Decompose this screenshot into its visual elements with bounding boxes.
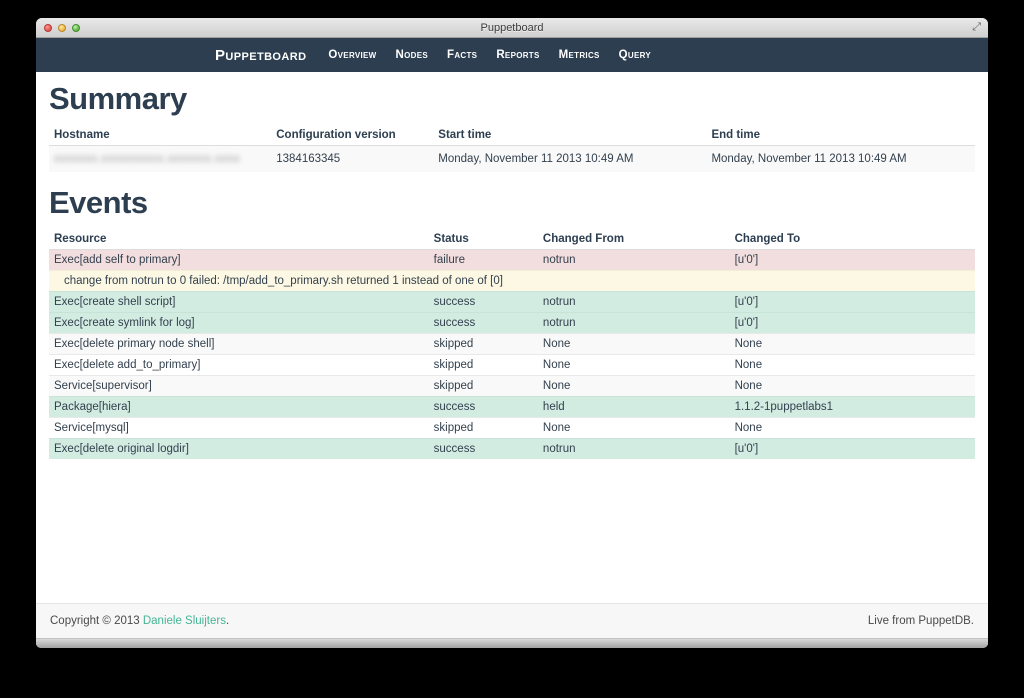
- nav-item-reports[interactable]: Reports: [496, 49, 540, 61]
- event-row: Exec[delete add_to_primary] skipped None No…: [49, 354, 975, 376]
- event-failure-message: change from notrun to 0 failed: /tmp/add…: [49, 270, 975, 292]
- nav-item-nodes[interactable]: Nodes: [395, 49, 429, 61]
- copyright-prefix: Copyright © 2013: [50, 615, 143, 627]
- resize-grip-icon[interactable]: ⤢: [972, 21, 981, 33]
- events-header-row: Resource Status Changed From Changed To: [49, 229, 975, 250]
- event-message-row: change from notrun to 0 failed: /tmp/add…: [49, 270, 975, 292]
- event-status: failure: [428, 249, 538, 271]
- nav-item-metrics[interactable]: Metrics: [558, 49, 600, 61]
- events-heading: Events: [49, 185, 148, 220]
- summary-col-start-time: Start time: [433, 125, 707, 146]
- event-changed-from: notrun: [537, 291, 730, 313]
- event-row: Package[hiera] success held 1.1.2-1puppetla…: [49, 396, 975, 418]
- summary-heading: Summary: [49, 81, 187, 116]
- redacted-hostname: xxxxxxx.xxxxxxxxxx.xxxxxxx.xxxx: [54, 153, 241, 165]
- close-window-button[interactable]: [44, 24, 52, 32]
- event-resource: Exec[add self to primary]: [49, 249, 429, 271]
- window-bottom-chrome: [36, 638, 988, 648]
- event-changed-to: None: [729, 333, 975, 355]
- event-changed-from: None: [537, 333, 730, 355]
- nav-item-facts[interactable]: Facts: [447, 49, 478, 61]
- event-changed-to: [u'0']: [729, 249, 975, 271]
- summary-config-version: 1384163345: [271, 145, 434, 172]
- event-resource: Service[supervisor]: [49, 375, 429, 397]
- nav-item-query[interactable]: Query: [618, 49, 652, 61]
- copyright-suffix: .: [225, 615, 230, 627]
- events-col-changed-to: Changed To: [729, 229, 975, 250]
- event-resource: Exec[delete original logdir]: [49, 438, 429, 459]
- page-content: Summary Hostname Configuration version S…: [36, 72, 988, 603]
- event-changed-to: 1.1.2-1puppetlabs1: [729, 396, 975, 418]
- event-row: Exec[delete original logdir] success notru…: [49, 438, 975, 459]
- event-status: skipped: [428, 375, 538, 397]
- summary-header-row: Hostname Configuration version Start tim…: [49, 125, 975, 146]
- page-footer: Copyright © 2013 Daniele Sluijters. Live…: [36, 603, 988, 638]
- summary-end-time: Monday, November 11 2013 10:49 AM: [706, 145, 975, 172]
- event-changed-to: None: [729, 417, 975, 439]
- event-status: skipped: [428, 354, 538, 376]
- events-col-resource: Resource: [49, 229, 429, 250]
- event-changed-to: [u'0']: [729, 438, 975, 459]
- window-title: Puppetboard: [480, 21, 544, 34]
- event-row: Exec[create symlink for log] success notru…: [49, 312, 975, 334]
- event-row: Exec[add self to primary] failure notrun [u…: [49, 249, 975, 271]
- event-changed-from: None: [537, 417, 730, 439]
- event-status: success: [428, 396, 538, 418]
- event-changed-to: None: [729, 354, 975, 376]
- event-changed-from: notrun: [537, 438, 730, 459]
- navbar: Puppetboard Overview Nodes Facts Reports Met…: [36, 38, 988, 72]
- summary-start-time: Monday, November 11 2013 10:49 AM: [433, 145, 707, 172]
- event-resource: Package[hiera]: [49, 396, 429, 418]
- author-link[interactable]: Daniele Sluijters: [142, 615, 226, 627]
- event-changed-from: None: [537, 375, 730, 397]
- event-changed-from: held: [537, 396, 730, 418]
- summary-row: xxxxxxx.xxxxxxxxxx.xxxxxxx.xxxx 13841633…: [49, 145, 975, 172]
- event-status: success: [428, 438, 538, 459]
- event-status: skipped: [428, 417, 538, 439]
- events-table: Resource Status Changed From Changed To …: [49, 229, 975, 459]
- summary-col-config-version: Configuration version: [271, 125, 434, 146]
- event-resource: Exec[create shell script]: [49, 291, 429, 313]
- events-col-changed-from: Changed From: [537, 229, 730, 250]
- event-status: skipped: [428, 333, 538, 355]
- event-status: success: [428, 291, 538, 313]
- events-col-status: Status: [428, 229, 538, 250]
- event-changed-from: notrun: [537, 249, 730, 271]
- event-row: Service[supervisor] skipped None None: [49, 375, 975, 397]
- copyright-text: Copyright © 2013 Daniele Sluijters.: [50, 615, 229, 627]
- minimize-window-button[interactable]: [58, 24, 66, 32]
- browser-window: Puppetboard ⤢ Puppetboard Overview Nodes F…: [36, 18, 988, 648]
- event-changed-from: notrun: [537, 312, 730, 334]
- event-resource: Exec[create symlink for log]: [49, 312, 429, 334]
- event-changed-to: [u'0']: [729, 291, 975, 313]
- event-row: Exec[delete primary node shell] skipped No…: [49, 333, 975, 355]
- summary-col-end-time: End time: [706, 125, 975, 146]
- event-row: Exec[create shell script] success notrun [u…: [49, 291, 975, 313]
- nav-item-overview[interactable]: Overview: [328, 49, 377, 61]
- traffic-lights: [44, 24, 80, 32]
- navbar-brand[interactable]: Puppetboard: [215, 46, 307, 64]
- events-table-body: Exec[add self to primary] failure notrun [u…: [49, 249, 975, 459]
- window-titlebar[interactable]: Puppetboard ⤢: [36, 18, 988, 38]
- summary-hostname: xxxxxxx.xxxxxxxxxx.xxxxxxx.xxxx: [49, 145, 272, 172]
- summary-table: Hostname Configuration version Start tim…: [49, 125, 975, 172]
- event-row: Service[mysql] skipped None None: [49, 417, 975, 439]
- event-changed-to: [u'0']: [729, 312, 975, 334]
- event-resource: Exec[delete primary node shell]: [49, 333, 429, 355]
- event-resource: Service[mysql]: [49, 417, 429, 439]
- event-status: success: [428, 312, 538, 334]
- live-from-puppetdb-text: Live from PuppetDB.: [867, 615, 974, 627]
- zoom-window-button[interactable]: [72, 24, 80, 32]
- event-changed-from: None: [537, 354, 730, 376]
- event-resource: Exec[delete add_to_primary]: [49, 354, 429, 376]
- event-changed-to: None: [729, 375, 975, 397]
- summary-col-hostname: Hostname: [49, 125, 272, 146]
- navbar-items: Overview Nodes Facts Reports Metrics Query: [328, 49, 670, 61]
